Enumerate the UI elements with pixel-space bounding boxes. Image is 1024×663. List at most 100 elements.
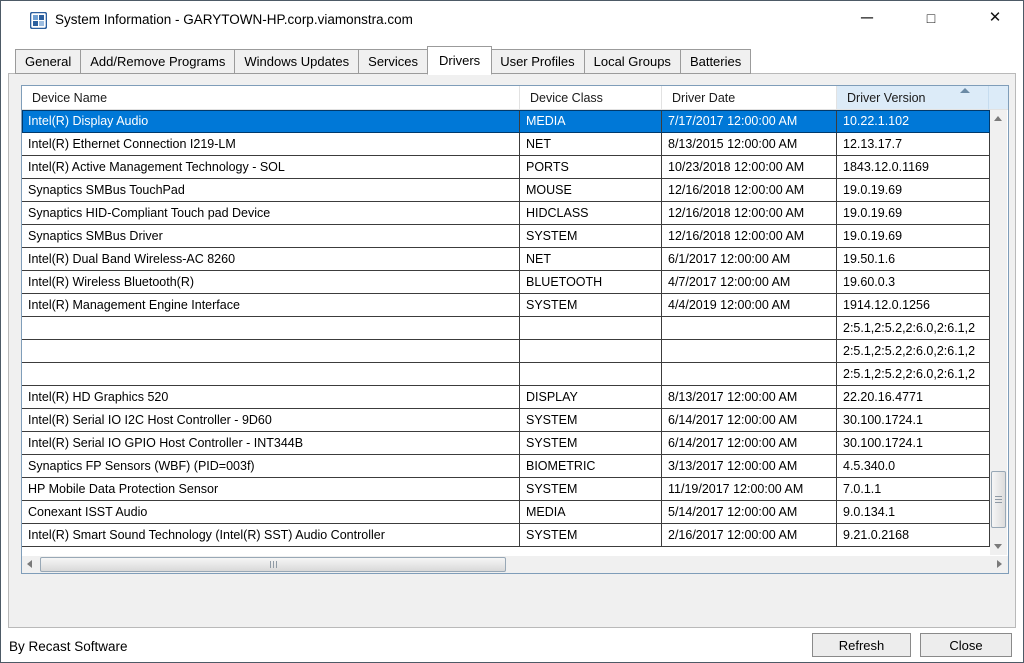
table-row[interactable]: Synaptics SMBus Driver SYSTEM 12/16/2018 1… xyxy=(22,225,990,248)
driver-date-cell: 12/16/2018 12:00:00 AM xyxy=(662,179,837,202)
minimize-button[interactable]: ─ xyxy=(845,1,889,35)
tab-services[interactable]: Services xyxy=(359,49,429,74)
driver-date-cell: 2/16/2017 12:00:00 AM xyxy=(662,524,837,547)
driver-date-cell: 3/13/2017 12:00:00 AM xyxy=(662,455,837,478)
table-row[interactable]: Intel(R) Wireless Bluetooth(R) BLUETOOTH 4… xyxy=(22,271,990,294)
table-row[interactable]: Synaptics SMBus TouchPad MOUSE 12/16/2018 … xyxy=(22,179,990,202)
table-row[interactable]: Intel(R) Display Audio MEDIA 7/17/2017 12:… xyxy=(22,110,990,133)
scroll-down-button[interactable] xyxy=(990,538,1007,555)
table-row[interactable]: Synaptics HID-Compliant Touch pad Device… xyxy=(22,202,990,225)
table-row[interactable]: Intel(R) Ethernet Connection I219-LM NET 8… xyxy=(22,133,990,156)
table-row[interactable]: Synaptics FP Sensors (WBF) (PID=003f) BIO… xyxy=(22,455,990,478)
device-name-cell xyxy=(22,317,520,340)
driver-version-cell: 30.100.1724.1 xyxy=(837,409,990,432)
titlebar: System Information - GARYTOWN-HP.corp.vi… xyxy=(1,1,1023,39)
device-name-cell: Conexant ISST Audio xyxy=(22,501,520,524)
device-class-cell: SYSTEM xyxy=(520,524,662,547)
tab-local-groups[interactable]: Local Groups xyxy=(584,49,681,74)
tab-general[interactable]: General xyxy=(15,49,82,74)
column-header-driver-version[interactable]: Driver Version xyxy=(837,86,989,110)
table-row[interactable]: Intel(R) Dual Band Wireless-AC 8260 NET 6/… xyxy=(22,248,990,271)
close-button[interactable]: ✕ xyxy=(973,1,1017,35)
column-header-device-name[interactable]: Device Name xyxy=(22,86,520,110)
driver-version-cell: 19.0.19.69 xyxy=(837,202,990,225)
driver-version-cell: 19.0.19.69 xyxy=(837,225,990,248)
table-row[interactable]: 2:5.1,2:5.2,2:6.0,2:6.1,2 xyxy=(22,363,990,386)
driver-version-cell: 12.13.17.7 xyxy=(837,133,990,156)
device-name-cell: Synaptics SMBus Driver xyxy=(22,225,520,248)
tab-windows-updates[interactable]: Windows Updates xyxy=(235,49,360,74)
scroll-left-button[interactable] xyxy=(22,556,39,573)
tab-add-remove-programs[interactable]: Add/Remove Programs xyxy=(81,49,236,74)
close-button[interactable]: Close xyxy=(920,633,1012,657)
driver-version-cell: 10.22.1.102 xyxy=(837,110,990,133)
drivers-tab-page: Device Name Device Class Driver Date Dri… xyxy=(8,73,1016,628)
drivers-table: Device Name Device Class Driver Date Dri… xyxy=(21,85,1009,574)
device-class-cell: HIDCLASS xyxy=(520,202,662,225)
table-row[interactable]: 2:5.1,2:5.2,2:6.0,2:6.1,2 xyxy=(22,317,990,340)
scroll-right-icon xyxy=(997,560,1002,568)
credit-text: By Recast Software xyxy=(9,639,128,654)
device-name-cell: HP Mobile Data Protection Sensor xyxy=(22,478,520,501)
device-class-cell: MEDIA xyxy=(520,501,662,524)
driver-version-cell: 4.5.340.0 xyxy=(837,455,990,478)
driver-date-cell: 8/13/2015 12:00:00 AM xyxy=(662,133,837,156)
table-row[interactable]: Intel(R) Serial IO GPIO Host Controller … xyxy=(22,432,990,455)
device-name-cell: Intel(R) Ethernet Connection I219-LM xyxy=(22,133,520,156)
device-name-cell xyxy=(22,340,520,363)
device-name-cell: Intel(R) Active Management Technology - … xyxy=(22,156,520,179)
device-class-cell: SYSTEM xyxy=(520,478,662,501)
driver-version-cell: 19.50.1.6 xyxy=(837,248,990,271)
driver-version-cell: 30.100.1724.1 xyxy=(837,432,990,455)
driver-date-cell: 8/13/2017 12:00:00 AM xyxy=(662,386,837,409)
tab-user-profiles[interactable]: User Profiles xyxy=(491,49,585,74)
driver-version-cell: 7.0.1.1 xyxy=(837,478,990,501)
table-row[interactable]: HP Mobile Data Protection Sensor SYSTEM 11… xyxy=(22,478,990,501)
scroll-up-button[interactable] xyxy=(990,110,1007,127)
driver-date-cell: 4/4/2019 12:00:00 AM xyxy=(662,294,837,317)
device-class-cell xyxy=(520,317,662,340)
vertical-scrollbar-thumb[interactable] xyxy=(991,471,1006,528)
horizontal-scrollbar-thumb[interactable] xyxy=(40,557,506,572)
driver-version-cell: 2:5.1,2:5.2,2:6.0,2:6.1,2 xyxy=(837,363,990,386)
driver-version-cell: 2:5.1,2:5.2,2:6.0,2:6.1,2 xyxy=(837,317,990,340)
scroll-left-icon xyxy=(27,560,32,568)
horizontal-scrollbar[interactable] xyxy=(22,556,1008,573)
device-name-cell xyxy=(22,363,520,386)
tab-batteries[interactable]: Batteries xyxy=(680,49,752,74)
table-row[interactable]: Intel(R) Smart Sound Technology (Intel(R… xyxy=(22,524,990,547)
table-row[interactable]: 2:5.1,2:5.2,2:6.0,2:6.1,2 xyxy=(22,340,990,363)
table-row[interactable]: Intel(R) Management Engine Interface SYST… xyxy=(22,294,990,317)
device-class-cell: SYSTEM xyxy=(520,294,662,317)
scroll-down-icon xyxy=(994,544,1002,549)
table-row[interactable]: Intel(R) Active Management Technology - … xyxy=(22,156,990,179)
refresh-button[interactable]: Refresh xyxy=(812,633,911,657)
column-header-device-class[interactable]: Device Class xyxy=(520,86,662,110)
driver-version-cell: 19.0.19.69 xyxy=(837,179,990,202)
column-header-driver-date[interactable]: Driver Date xyxy=(662,86,837,110)
driver-version-cell: 19.60.0.3 xyxy=(837,271,990,294)
driver-date-cell: 6/1/2017 12:00:00 AM xyxy=(662,248,837,271)
driver-version-cell: 9.21.0.2168 xyxy=(837,524,990,547)
device-name-cell: Intel(R) Display Audio xyxy=(22,110,520,133)
table-row[interactable]: Conexant ISST Audio MEDIA 5/14/2017 12:00:… xyxy=(22,501,990,524)
scroll-right-button[interactable] xyxy=(991,556,1008,573)
device-name-cell: Intel(R) Serial IO GPIO Host Controller … xyxy=(22,432,520,455)
device-name-cell: Intel(R) Smart Sound Technology (Intel(R… xyxy=(22,524,520,547)
device-class-cell: NET xyxy=(520,133,662,156)
table-row[interactable]: Intel(R) HD Graphics 520 DISPLAY 8/13/2017… xyxy=(22,386,990,409)
app-icon xyxy=(29,11,48,30)
table-row[interactable]: Intel(R) Serial IO I2C Host Controller -… xyxy=(22,409,990,432)
maximize-button[interactable]: □ xyxy=(909,1,953,35)
driver-date-cell: 6/14/2017 12:00:00 AM xyxy=(662,409,837,432)
driver-date-cell xyxy=(662,317,837,340)
table-body: Intel(R) Display Audio MEDIA 7/17/2017 12:… xyxy=(22,110,990,547)
vertical-scrollbar[interactable] xyxy=(990,110,1007,555)
device-name-cell: Intel(R) Dual Band Wireless-AC 8260 xyxy=(22,248,520,271)
tab-drivers[interactable]: Drivers xyxy=(427,46,493,75)
driver-version-cell: 1843.12.0.1169 xyxy=(837,156,990,179)
driver-version-cell: 1914.12.0.1256 xyxy=(837,294,990,317)
device-class-cell: PORTS xyxy=(520,156,662,179)
device-class-cell: NET xyxy=(520,248,662,271)
device-name-cell: Synaptics FP Sensors (WBF) (PID=003f) xyxy=(22,455,520,478)
